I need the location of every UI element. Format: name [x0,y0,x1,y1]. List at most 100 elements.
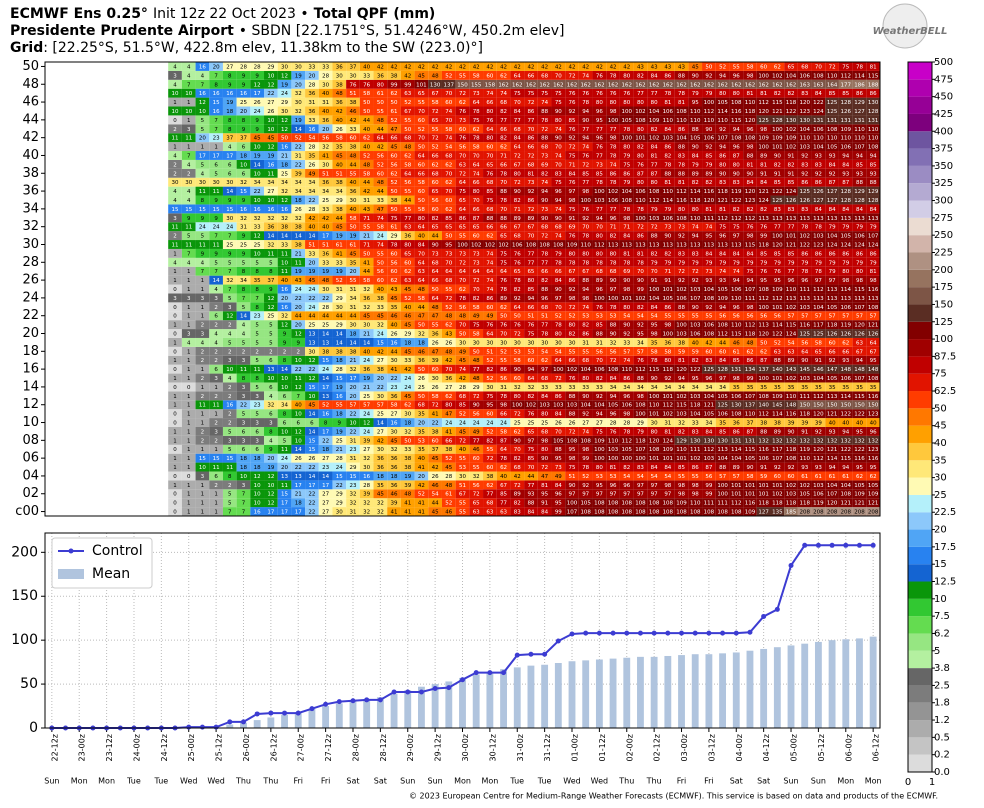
cell-label: 70 [473,198,480,204]
cell-label: 84 [418,242,425,248]
cell-label: 95 [651,323,658,329]
cell-label: 116 [868,287,879,293]
cell-label: 63 [459,162,466,168]
cell-label: 90 [692,145,699,151]
heat-cell [756,284,771,294]
heat-cell [387,275,401,285]
heat-cell [592,355,607,365]
heat-cell [592,453,607,463]
heat-cell [387,213,401,223]
cell-label: 70 [445,91,452,97]
heat-cell [414,462,429,472]
cell-label: 74 [555,207,562,213]
heat-cell [236,106,251,116]
cell-label: 22 [295,367,302,373]
heat-cell [428,462,442,472]
heat-cell [756,302,771,312]
heat-cell [510,480,525,490]
heat-cell [496,97,511,107]
cell-label: 5 [269,323,273,329]
cell-label: 67 [514,162,521,168]
heat-cell [414,400,429,410]
cell-label: 110 [813,136,824,142]
cell-label: 42 [445,358,452,364]
cell-label: 94 [596,412,603,418]
cell-label: 38 [336,180,343,186]
heat-cell [743,293,757,303]
heat-cell [825,471,839,481]
cell-label: 29 [281,100,288,106]
heat-cell [346,293,360,303]
cell-label: 40 [856,421,863,427]
heat-cell [811,364,826,374]
heat-cell [359,302,374,312]
cell-label: 98 [623,412,630,418]
cell-label: 88 [651,234,658,240]
heat-cell [743,489,757,499]
cell-label: 41 [322,153,329,159]
heat-cell [168,177,182,187]
cell-label: 9 [269,447,273,453]
heat-cell [702,124,716,134]
heat-cell [318,409,333,419]
heat-cell [483,159,497,169]
heat-cell [250,337,265,347]
heat-cell [619,311,634,321]
cell-label: 121 [827,447,838,453]
cell-label: 77 [500,501,507,507]
heat-cell [346,462,360,472]
heat-cell [770,435,785,445]
heat-cell [633,507,648,516]
heat-cell [660,355,675,365]
cell-label: 81 [664,180,671,186]
cell-label: 16 [254,510,261,516]
heat-cell [592,213,607,223]
cell-label: 20 [240,109,247,115]
heat-cell [469,498,484,508]
heat-cell [619,133,634,143]
cell-label: 22 [295,296,302,302]
cell-label: 101 [649,412,660,418]
cell-label: 81 [678,358,685,364]
heat-cell [811,213,826,223]
heat-cell [756,222,771,232]
cell-label: 96 [596,136,603,142]
cell-label: 92 [692,278,699,284]
cell-label: 76 [569,376,576,382]
cell-label: 98 [678,483,685,489]
cell-label: 20 [295,305,302,311]
heat-cell [414,222,429,232]
cell-label: 96 [541,296,548,302]
heat-cell [400,266,415,276]
cell-label: 105 [827,145,838,151]
heat-cell [236,231,251,241]
cell-label: 32 [267,403,274,409]
cell-label: 91 [541,501,548,507]
heat-cell [359,195,374,205]
cell-label: 75 [500,251,507,257]
heat-cell [496,435,511,445]
cell-label: 93 [815,153,822,159]
heat-cell [332,275,347,285]
heat-cell [660,159,675,169]
heat-cell [852,453,867,463]
cell-label: 26 [391,332,398,338]
cell-label: 40 [281,278,288,284]
heat-cell [346,275,360,285]
cell-label: 121 [868,501,879,507]
heat-cell [811,337,826,347]
cell-label: 82 [664,153,671,159]
cell-label: 19 [349,234,356,240]
heat-cell [469,213,484,223]
cell-label: 34 [336,189,343,195]
cell-label: 5 [201,234,205,240]
heat-cell [277,88,292,98]
cell-label: 84 [705,251,712,257]
heat-cell [825,293,839,303]
heat-cell [715,240,730,249]
heat-cell [797,391,812,401]
heat-cell [359,329,374,338]
heat-cell [551,97,566,107]
heat-cell [524,115,538,125]
heat-cell [756,266,771,276]
